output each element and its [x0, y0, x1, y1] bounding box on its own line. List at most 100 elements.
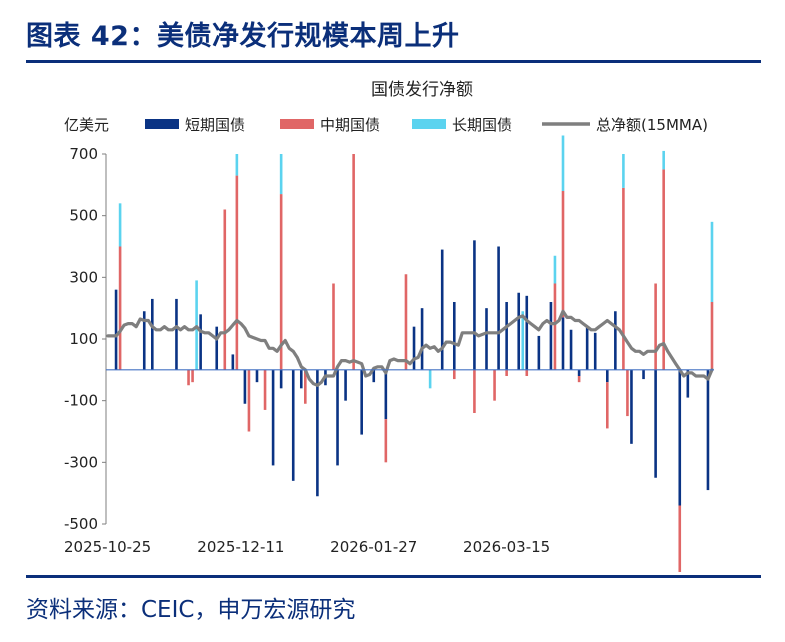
bar-long — [235, 154, 239, 176]
bar-long — [521, 311, 525, 370]
bar-mid — [553, 283, 557, 370]
bar-short — [642, 369, 645, 380]
bar-mid — [626, 369, 629, 417]
legend-swatch — [280, 119, 314, 129]
bar-mid — [577, 376, 581, 383]
bar-short — [243, 369, 247, 404]
legend-label: 长期国债 — [452, 116, 512, 134]
bar-short — [593, 332, 597, 370]
bar-short — [549, 302, 553, 370]
bar-short — [569, 329, 573, 370]
bar-short — [505, 302, 508, 370]
bar-short — [654, 369, 657, 478]
bar-short — [537, 335, 541, 370]
bar-short — [561, 317, 565, 370]
y-tick-label: 700 — [69, 145, 98, 163]
legend-label: 短期国债 — [185, 116, 245, 134]
bar-mid — [654, 283, 657, 370]
bar-mid — [605, 382, 609, 429]
x-tick-label: 2025-10-25 — [64, 538, 151, 556]
bar-long — [710, 221, 714, 302]
bar-short — [231, 354, 235, 370]
chart-title: 国债发行净额 — [371, 80, 473, 100]
bar-mid — [263, 369, 267, 410]
x-tick-label: 2025-12-11 — [197, 538, 284, 556]
bar-mid — [279, 194, 283, 370]
bar-mid — [525, 369, 529, 376]
bar-short — [271, 369, 275, 466]
bar-long — [279, 154, 283, 195]
bar-short — [440, 249, 444, 370]
bond-issuance-chart: 国债发行净额 亿美元 短期国债 中期国债 长期国债 总净额(15MMA) 700 500… — [64, 80, 714, 572]
mma-line — [106, 309, 714, 387]
source-note: 资料来源：CEIC，申万宏源研究 — [26, 597, 356, 623]
bar-short — [412, 326, 416, 370]
figure-title: 图表 42：美债净发行规模本周上升 — [26, 21, 460, 52]
bar-short — [577, 369, 581, 376]
bar-mid — [678, 505, 682, 572]
bar-short — [151, 298, 154, 370]
bar-long — [428, 369, 432, 389]
y-axis-unit-label: 亿美元 — [64, 116, 109, 134]
bar-mid — [332, 283, 335, 370]
bar-short — [175, 298, 178, 370]
chart-legend: 短期国债 中期国债 长期国债 总净额(15MMA) — [145, 116, 708, 134]
bar-short — [497, 246, 500, 370]
bar-mid — [452, 369, 456, 380]
bar-short — [372, 369, 376, 383]
x-tick-label: 2026-03-15 — [463, 538, 550, 556]
bar-mid — [223, 209, 227, 370]
bar-short — [525, 295, 529, 370]
bar-long — [561, 135, 565, 191]
y-tick-label: -300 — [64, 453, 98, 471]
bar-mid — [352, 154, 355, 370]
bar-short — [485, 308, 488, 370]
bar-short — [678, 369, 682, 506]
bar-short — [114, 289, 118, 370]
title-divider — [26, 60, 761, 63]
bar-mid — [118, 246, 122, 370]
bar-short — [605, 369, 609, 383]
bar-short — [336, 369, 339, 466]
bar-short — [630, 369, 633, 444]
bar-short — [344, 369, 347, 401]
y-tick-label: -500 — [64, 515, 98, 533]
y-tick-label: 500 — [69, 207, 98, 225]
bar-long — [662, 150, 665, 170]
legend-swatch — [412, 119, 446, 129]
bar-mid — [473, 369, 476, 413]
bar-short — [420, 308, 424, 370]
bar-short — [686, 369, 690, 398]
bar-mid — [561, 191, 565, 318]
bar-mid — [304, 369, 307, 404]
bar-mid — [247, 369, 251, 432]
legend-label: 总净额(15MMA) — [596, 116, 708, 134]
bar-long — [553, 255, 557, 284]
bar-short — [291, 369, 295, 481]
y-axis: 700 500 300 100 -100 -300 -500 — [64, 145, 107, 533]
bar-short — [215, 326, 219, 370]
bar-short — [316, 369, 319, 497]
bar-short — [473, 240, 476, 370]
legend-swatch — [145, 119, 179, 129]
y-tick-label: 100 — [69, 330, 98, 348]
source-divider — [26, 575, 761, 578]
bar-mid — [622, 187, 625, 370]
bar-short — [614, 311, 617, 370]
bar-short — [384, 369, 388, 420]
y-tick-label: 300 — [69, 268, 98, 286]
bar-long — [622, 154, 625, 188]
bar-short — [255, 369, 259, 383]
y-tick-label: -100 — [64, 392, 98, 410]
bar-mid — [235, 175, 239, 370]
bar-mid — [404, 274, 408, 370]
bar-short — [199, 314, 202, 370]
bar-series-group — [114, 135, 714, 572]
bar-mid — [384, 419, 388, 463]
bar-short — [517, 292, 521, 370]
x-axis: 2025-10-25 2025-12-11 2026-01-27 2026-03-15 — [64, 369, 714, 556]
bar-mid — [710, 302, 714, 370]
bar-short — [706, 369, 710, 491]
bar-mid — [493, 369, 496, 401]
bar-mid — [505, 369, 508, 376]
